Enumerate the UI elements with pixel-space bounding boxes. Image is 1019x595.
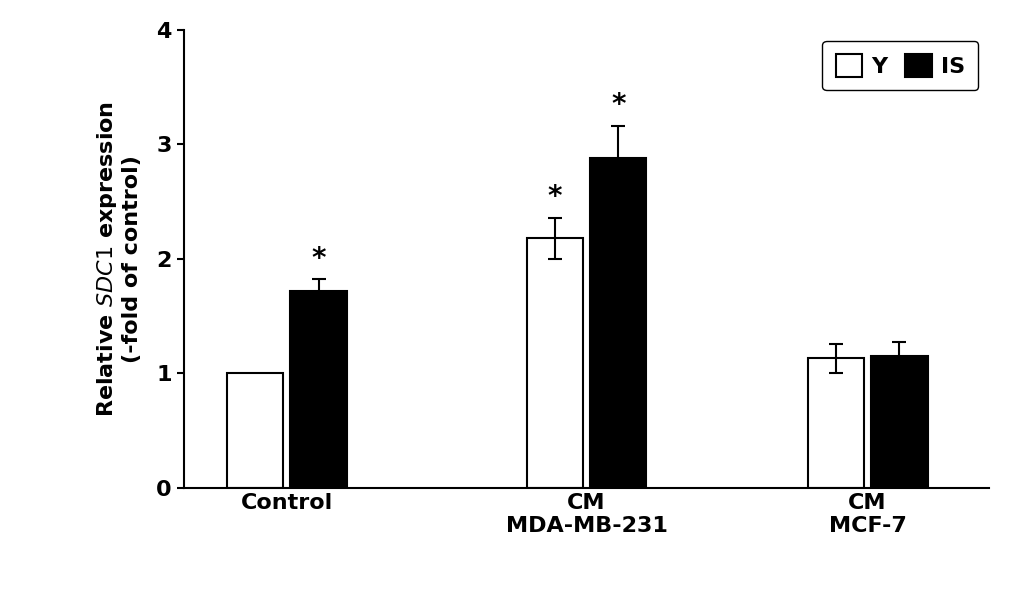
Text: *: * [610,91,625,119]
Bar [290,291,346,488]
Bar [526,238,582,488]
Text: *: * [547,183,561,211]
Text: *: * [311,245,325,273]
Bar [807,358,863,488]
Bar [226,374,282,488]
Legend: Y, IS: Y, IS [821,41,977,90]
Y-axis label: Relative $\mathit{SDC1}$ expression
(-fold of control): Relative $\mathit{SDC1}$ expression (-fo… [95,101,142,417]
Bar [870,356,926,488]
Bar [590,158,646,488]
